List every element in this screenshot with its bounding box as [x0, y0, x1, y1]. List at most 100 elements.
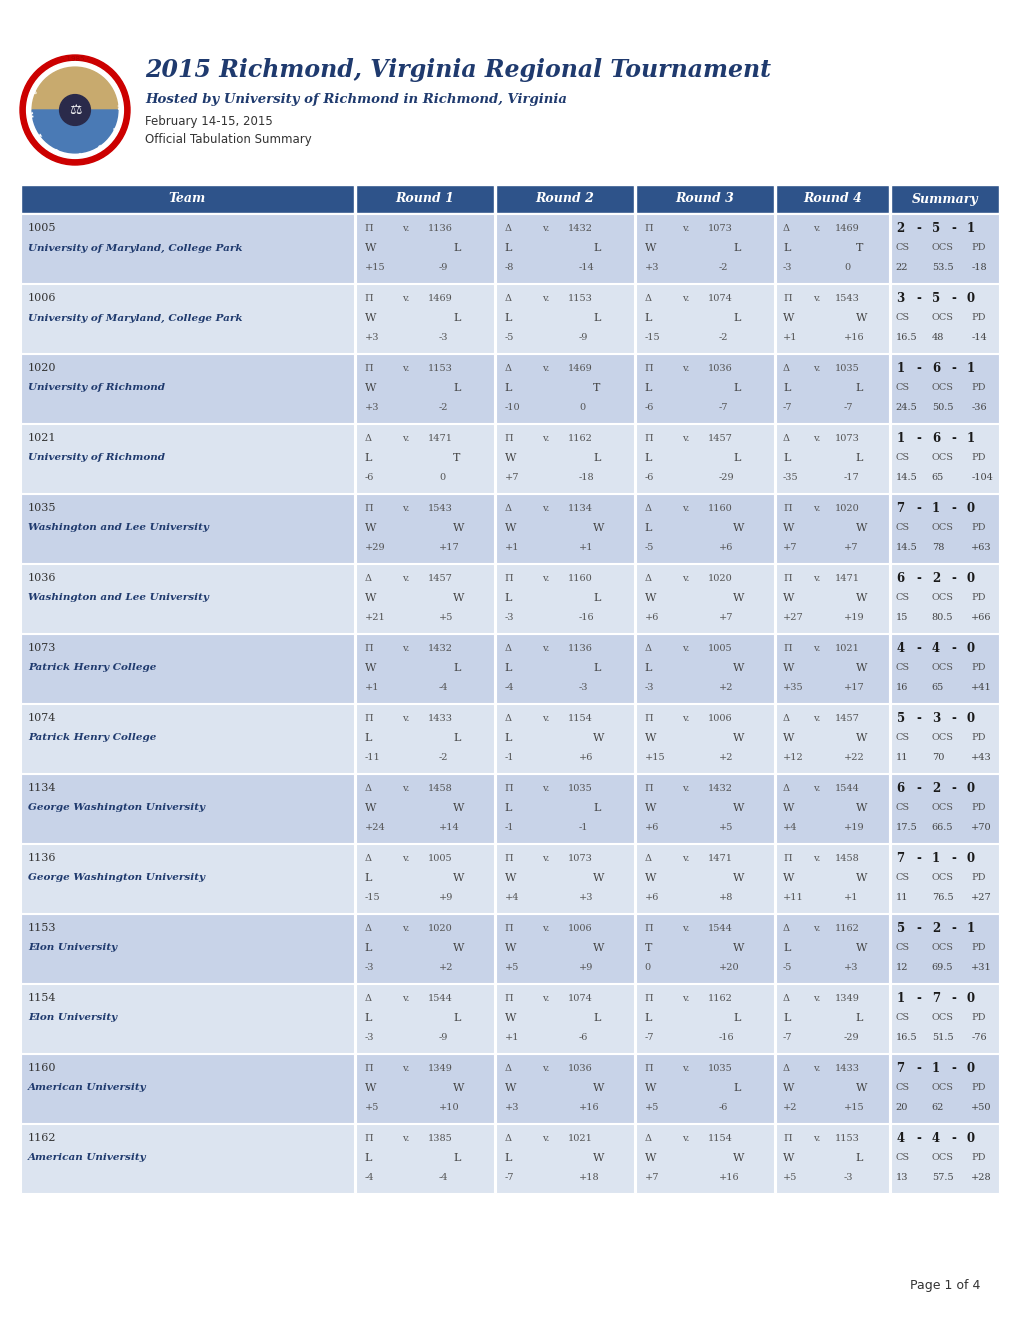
Text: PD: PD — [970, 384, 985, 392]
Text: v.: v. — [541, 854, 548, 863]
Text: 2015 Richmond, Virginia Regional Tournament: 2015 Richmond, Virginia Regional Tournam… — [145, 58, 770, 82]
Text: -2: -2 — [438, 754, 448, 762]
Bar — [495, 354, 634, 422]
Text: W: W — [365, 593, 376, 603]
Text: W: W — [365, 1082, 376, 1093]
Text: PD: PD — [970, 664, 985, 672]
Bar — [775, 185, 889, 213]
Text: v.: v. — [541, 1064, 548, 1073]
Text: W: W — [644, 1152, 655, 1163]
Text: Π: Π — [365, 1064, 373, 1073]
Text: 1006: 1006 — [28, 293, 56, 304]
Bar — [775, 354, 889, 422]
Bar — [636, 494, 773, 564]
Text: -1: -1 — [504, 824, 514, 832]
Text: -: - — [915, 292, 920, 305]
Text: ⚖: ⚖ — [68, 103, 82, 117]
Text: L: L — [783, 243, 790, 253]
Text: -3: -3 — [783, 263, 792, 272]
Bar — [495, 1125, 634, 1193]
Text: PD: PD — [970, 874, 985, 883]
Bar — [356, 424, 493, 492]
Text: 1021: 1021 — [568, 1134, 592, 1143]
Text: George Washington University: George Washington University — [28, 874, 205, 883]
Text: -: - — [951, 711, 955, 725]
Text: Team: Team — [169, 193, 206, 206]
Text: -76: -76 — [970, 1034, 986, 1041]
Text: -3: -3 — [365, 1034, 374, 1041]
Text: W: W — [783, 663, 794, 673]
Text: 14.5: 14.5 — [895, 473, 916, 482]
Text: 1543: 1543 — [834, 294, 859, 302]
Text: L: L — [783, 942, 790, 953]
Text: 1134: 1134 — [28, 783, 56, 793]
Text: -: - — [951, 432, 955, 445]
Text: L: L — [452, 1012, 460, 1023]
Text: PD: PD — [970, 1084, 985, 1093]
Text: +1: +1 — [365, 684, 379, 692]
Text: 1035: 1035 — [568, 784, 592, 793]
Text: Π: Π — [365, 1134, 373, 1143]
Bar — [21, 1053, 354, 1123]
Text: L: L — [452, 313, 460, 323]
Bar — [775, 843, 889, 913]
Bar — [636, 913, 773, 983]
Text: Δ: Δ — [644, 644, 651, 653]
Text: 0: 0 — [966, 572, 974, 585]
Text: Δ: Δ — [783, 784, 790, 793]
Text: 70: 70 — [931, 754, 944, 762]
Text: 1543: 1543 — [427, 504, 452, 513]
Text: -: - — [915, 1061, 920, 1074]
Text: -7: -7 — [504, 1173, 514, 1183]
Text: W: W — [365, 803, 376, 813]
Text: W: W — [733, 803, 744, 813]
Text: L: L — [504, 1152, 512, 1163]
Text: 1432: 1432 — [568, 224, 592, 232]
Text: 1432: 1432 — [707, 784, 732, 793]
Text: v.: v. — [541, 224, 548, 232]
Text: 24.5: 24.5 — [895, 403, 916, 412]
Text: 0: 0 — [644, 964, 650, 972]
Text: CS: CS — [895, 1154, 909, 1163]
Text: W: W — [733, 873, 744, 883]
Bar — [775, 983, 889, 1053]
Text: v.: v. — [401, 784, 409, 793]
Text: +15: +15 — [365, 263, 385, 272]
Text: CS: CS — [895, 594, 909, 602]
Text: -6: -6 — [365, 473, 374, 482]
Text: -3: -3 — [843, 1173, 853, 1183]
Text: W: W — [855, 663, 866, 673]
Text: Π: Π — [783, 504, 791, 513]
Text: -: - — [951, 851, 955, 865]
Text: Δ: Δ — [365, 854, 372, 863]
Text: PD: PD — [970, 944, 985, 953]
Circle shape — [59, 95, 91, 125]
Bar — [356, 913, 493, 983]
Text: v.: v. — [812, 924, 819, 933]
Text: 1153: 1153 — [28, 924, 56, 933]
Text: 1160: 1160 — [707, 504, 732, 513]
Bar — [775, 634, 889, 704]
Bar — [495, 494, 634, 564]
Text: -: - — [915, 642, 920, 655]
Text: 4: 4 — [896, 642, 904, 655]
Text: 16.5: 16.5 — [895, 333, 916, 342]
Text: Π: Π — [504, 784, 513, 793]
Text: Π: Π — [644, 434, 653, 444]
Bar — [356, 494, 493, 564]
Text: L: L — [592, 313, 600, 323]
Bar — [356, 564, 493, 634]
Text: 0: 0 — [966, 711, 974, 725]
Bar — [636, 1053, 773, 1123]
Text: T: T — [452, 453, 460, 463]
Text: 1006: 1006 — [568, 924, 592, 933]
Text: -: - — [951, 921, 955, 935]
Text: v.: v. — [812, 224, 819, 232]
Text: 0: 0 — [579, 403, 585, 412]
Text: Δ: Δ — [504, 364, 512, 372]
Text: L: L — [504, 803, 512, 813]
Text: 1136: 1136 — [427, 224, 452, 232]
Text: A: A — [31, 87, 37, 94]
Text: Δ: Δ — [365, 784, 372, 793]
Text: 80.5: 80.5 — [931, 612, 953, 622]
